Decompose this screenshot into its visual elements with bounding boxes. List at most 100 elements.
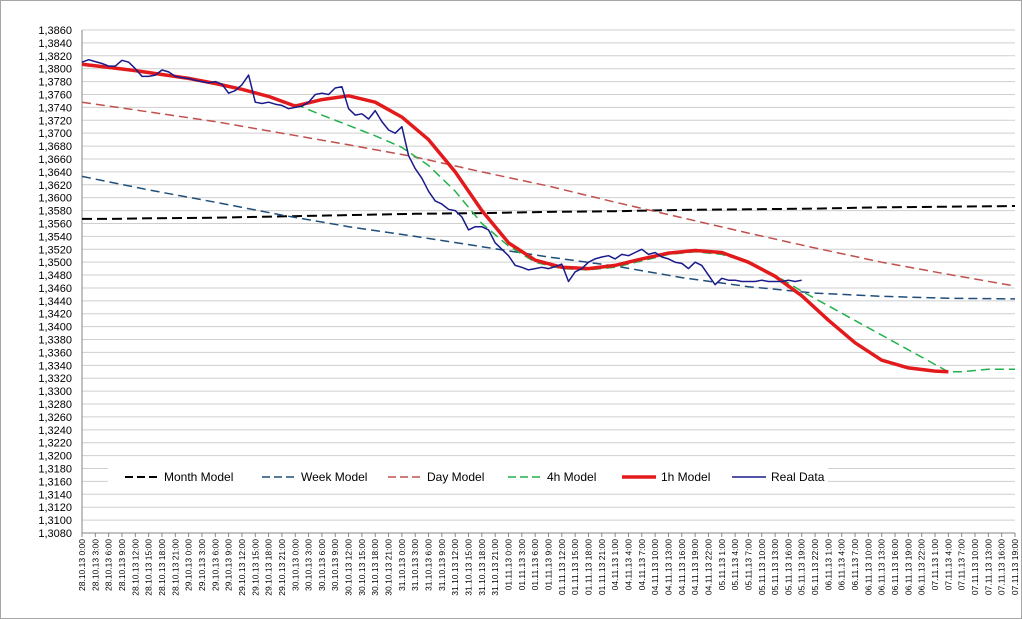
y-tick-label: 1,3200 — [38, 451, 72, 463]
y-tick-label: 1,3380 — [38, 335, 72, 347]
x-tick-label: 05.11.13 10:00 — [757, 539, 767, 595]
x-tick-label: 30.10.13 21:00 — [384, 539, 394, 596]
x-tick-label: 31.10.13 3:00 — [410, 539, 420, 591]
x-tick-label: 28.10.13 12:00 — [130, 539, 140, 596]
x-tick-label: 30.10.13 18:00 — [370, 539, 380, 596]
x-tick-label: 30.10.13 9:00 — [330, 539, 340, 591]
x-tick-label: 06.11.13 13:00 — [877, 539, 887, 595]
x-tick-label: 06.11.13 7:00 — [850, 539, 860, 591]
legend-label-week-model: Week Model — [301, 470, 367, 484]
y-tick-label: 1,3560 — [38, 218, 72, 230]
x-tick-label: 28.10.13 3:00 — [90, 539, 100, 591]
x-tick-label: 01.11.13 21:00 — [597, 539, 607, 595]
x-tick-label: 06.11.13 1:00 — [823, 539, 833, 591]
y-tick-label: 1,3240 — [38, 425, 72, 437]
x-tick-label: 04.11.13 1:00 — [610, 539, 620, 591]
x-tick-label: 04.11.13 7:00 — [637, 539, 647, 591]
y-tick-label: 1,3420 — [38, 309, 72, 321]
x-tick-label: 29.10.13 0:00 — [184, 539, 194, 591]
y-tick-label: 1,3580 — [38, 206, 72, 218]
series-month-model-line — [82, 205, 1016, 220]
y-tick-label: 1,3300 — [38, 386, 72, 398]
x-tick-label: 06.11.13 10:00 — [863, 539, 873, 595]
y-tick-label: 1,3260 — [38, 412, 72, 424]
y-tick-label: 1,3120 — [38, 502, 72, 514]
series-1h-model-line — [81, 62, 949, 374]
x-tick-label: 05.11.13 1:00 — [717, 539, 727, 591]
x-tick-label: 05.11.13 19:00 — [797, 539, 807, 595]
x-tick-label: 01.11.13 3:00 — [517, 539, 527, 591]
y-tick-label: 1,3720 — [38, 115, 72, 127]
x-tick-label: 07.11.13 10:00 — [970, 539, 980, 595]
y-tick-label: 1,3180 — [38, 464, 72, 476]
y-tick-label: 1,3620 — [38, 180, 72, 192]
legend-box — [108, 462, 828, 490]
legend-label-4h-model: 4h Model — [547, 470, 596, 484]
x-tick-label: 30.10.13 12:00 — [344, 539, 354, 596]
x-tick-label: 29.10.13 3:00 — [197, 539, 207, 591]
plot-area — [82, 30, 1015, 533]
legend-label-day-model: Day Model — [427, 470, 484, 484]
y-tick-label: 1,3840 — [38, 38, 72, 50]
x-tick-label: 30.10.13 6:00 — [317, 539, 327, 591]
y-tick-label: 1,3860 — [38, 25, 72, 37]
x-tick-label: 29.10.13 6:00 — [210, 539, 220, 591]
y-tick-label: 1,3600 — [38, 193, 72, 205]
x-tick-label: 05.11.13 16:00 — [783, 539, 793, 595]
x-tick-label: 07.11.13 1:00 — [930, 539, 940, 591]
y-tick-label: 1,3700 — [38, 128, 72, 140]
y-tick-label: 1,3160 — [38, 476, 72, 488]
series-week-model-line — [81, 175, 1016, 300]
x-tick-label: 28.10.13 21:00 — [170, 539, 180, 596]
x-tick-label: 28.10.13 0:00 — [77, 539, 87, 591]
x-tick-label: 31.10.13 0:00 — [397, 539, 407, 591]
x-tick-label: 04.11.13 13:00 — [663, 539, 673, 595]
x-tick-label: 28.10.13 6:00 — [104, 539, 114, 591]
x-tick-label: 04.11.13 10:00 — [650, 539, 660, 595]
x-tick-label: 31.10.13 12:00 — [450, 539, 460, 596]
x-tick-label: 30.10.13 3:00 — [304, 539, 314, 591]
series-day-model-line — [81, 101, 1016, 287]
x-tick-label: 01.11.13 9:00 — [544, 539, 554, 591]
x-tick-label: 04.11.13 16:00 — [677, 539, 687, 595]
series-real-data-line — [81, 58, 802, 286]
x-tick-label: 07.11.13 19:00 — [1010, 539, 1020, 595]
y-tick-label: 1,3340 — [38, 360, 72, 372]
y-tick-label: 1,3100 — [38, 515, 72, 527]
x-tick-label: 06.11.13 22:00 — [917, 539, 927, 595]
x-tick-label: 30.10.13 15:00 — [357, 539, 367, 596]
y-tick-label: 1,3320 — [38, 373, 72, 385]
x-tick-label: 29.10.13 18:00 — [264, 539, 274, 596]
y-tick-label: 1,3740 — [38, 102, 72, 114]
x-tick-label: 01.11.13 12:00 — [557, 539, 567, 595]
x-tick-label: 29.10.13 15:00 — [250, 539, 260, 596]
x-tick-label: 07.11.13 7:00 — [957, 539, 967, 591]
x-tick-label: 01.11.13 18:00 — [583, 539, 593, 595]
legend-label-real-data: Real Data — [771, 470, 825, 484]
x-tick-label: 05.11.13 22:00 — [810, 539, 820, 595]
x-tick-label: 01.11.13 6:00 — [530, 539, 540, 591]
x-tick-label: 28.10.13 9:00 — [117, 539, 127, 591]
legend-label-1h-model: 1h Model — [661, 470, 710, 484]
y-tick-label: 1,3440 — [38, 296, 72, 308]
x-tick-label: 06.11.13 4:00 — [837, 539, 847, 591]
x-tick-label: 31.10.13 15:00 — [464, 539, 474, 596]
x-tick-label: 04.11.13 4:00 — [623, 539, 633, 591]
legend-label-month-model: Month Model — [164, 470, 233, 484]
x-tick-label: 07.11.13 4:00 — [943, 539, 953, 591]
series-4h-model-line — [295, 103, 1015, 373]
x-tick-label: 06.11.13 19:00 — [903, 539, 913, 595]
y-tick-label: 1,3460 — [38, 283, 72, 295]
x-tick-label: 05.11.13 7:00 — [743, 539, 753, 591]
y-tick-label: 1,3760 — [38, 89, 72, 101]
y-tick-label: 1,3780 — [38, 77, 72, 89]
x-tick-label: 04.11.13 22:00 — [703, 539, 713, 595]
x-tick-label: 28.10.13 18:00 — [157, 539, 167, 596]
y-tick-label: 1,3080 — [38, 528, 72, 540]
x-tick-label: 06.11.13 16:00 — [890, 539, 900, 595]
x-tick-label: 28.10.13 15:00 — [144, 539, 154, 596]
y-tick-label: 1,3480 — [38, 270, 72, 282]
x-tick-label: 31.10.13 21:00 — [490, 539, 500, 596]
y-tick-label: 1,3360 — [38, 347, 72, 359]
